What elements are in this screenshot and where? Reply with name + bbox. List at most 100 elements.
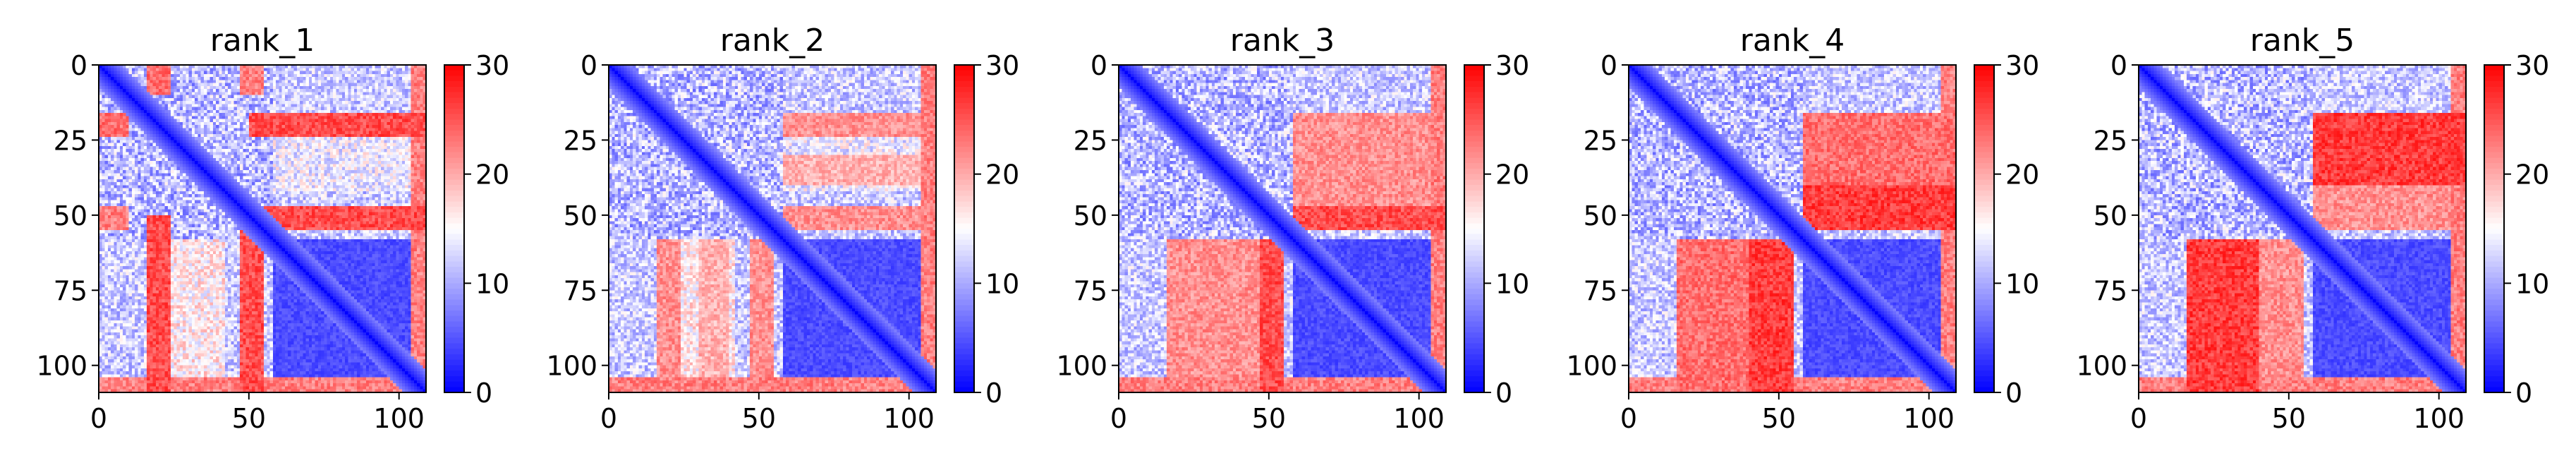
heatmap-cell (264, 107, 267, 111)
heatmap-cell (234, 89, 238, 92)
heatmap-cell (312, 95, 315, 99)
heatmap-cell (240, 107, 243, 111)
heatmap-cell (105, 110, 109, 114)
heatmap-cell (108, 71, 111, 75)
heatmap-cell (297, 107, 300, 111)
heatmap-cell (132, 110, 135, 114)
heatmap-cell (354, 80, 358, 83)
heatmap-cell (168, 101, 171, 104)
heatmap-cell (120, 83, 123, 87)
heatmap-cell (168, 74, 171, 78)
heatmap-cell (390, 92, 394, 95)
heatmap-cell (234, 86, 238, 90)
heatmap-cell (174, 74, 177, 78)
heatmap-cell (270, 107, 274, 111)
heatmap-cell (165, 71, 169, 75)
heatmap-cell (171, 107, 174, 111)
heatmap-cell (243, 77, 246, 80)
heatmap-cell (180, 74, 183, 78)
heatmap-cell (354, 98, 358, 102)
heatmap-cell (336, 83, 339, 87)
heatmap-cell (198, 83, 201, 87)
heatmap-cell (387, 74, 391, 78)
heatmap-cell (384, 83, 387, 87)
heatmap-cell (267, 77, 270, 80)
heatmap-cell (285, 74, 288, 78)
heatmap-cell (279, 77, 282, 80)
heatmap-cell (297, 74, 300, 78)
heatmap-cell (306, 107, 310, 111)
heatmap-cell (324, 83, 327, 87)
heatmap-cell (285, 101, 288, 104)
heatmap-cell (228, 68, 231, 71)
heatmap-cell (405, 71, 408, 75)
heatmap-cell (339, 92, 343, 95)
heatmap-cell (300, 68, 303, 71)
heatmap-cell (279, 86, 282, 90)
heatmap-cell (357, 89, 360, 92)
heatmap-cell (267, 98, 270, 102)
heatmap-cell (138, 86, 141, 90)
heatmap-cell (216, 86, 219, 90)
heatmap-cell (201, 89, 205, 92)
heatmap-cell (282, 110, 286, 114)
heatmap-cell (222, 110, 226, 114)
heatmap-cell (387, 101, 391, 104)
heatmap-cell (315, 80, 319, 83)
heatmap-cell (108, 68, 111, 71)
heatmap-cell (243, 95, 246, 99)
heatmap-cell (234, 68, 238, 71)
heatmap-cell (147, 110, 150, 114)
heatmap-cell (144, 71, 147, 75)
heatmap-cell (339, 89, 343, 92)
heatmap-cell (138, 68, 141, 71)
heatmap-cell (201, 68, 205, 71)
heatmap-cell (132, 98, 135, 102)
heatmap-cell (342, 113, 346, 116)
heatmap-cell (363, 104, 367, 107)
heatmap-cell (141, 83, 145, 87)
heatmap-cell (183, 80, 186, 83)
heatmap-cell (129, 113, 133, 116)
heatmap-cell (213, 101, 217, 104)
heatmap-cell (234, 104, 238, 107)
heatmap-cell (123, 95, 126, 99)
heatmap-cell (165, 110, 169, 114)
heatmap-cell (315, 98, 319, 102)
heatmap-cell (114, 71, 117, 75)
heatmap-cell (147, 83, 150, 87)
heatmap-cell (192, 71, 195, 75)
heatmap-cell (390, 95, 394, 99)
heatmap-cell (264, 89, 267, 92)
heatmap-cell (204, 107, 207, 111)
heatmap-cell (387, 110, 391, 114)
heatmap-cell (309, 80, 312, 83)
heatmap-cell (384, 104, 387, 107)
heatmap-cell (195, 92, 198, 95)
heatmap-cell (105, 113, 109, 116)
heatmap-cell (300, 113, 303, 116)
heatmap-cell (393, 68, 396, 71)
heatmap-cell (246, 104, 250, 107)
heatmap-cell (357, 68, 360, 71)
heatmap-cell (231, 110, 234, 114)
heatmap-cell (252, 95, 255, 99)
heatmap-cell (228, 71, 231, 75)
heatmap-cell (306, 113, 310, 116)
heatmap-cell (225, 77, 229, 80)
heatmap-cell (312, 107, 315, 111)
heatmap-cell (393, 110, 396, 114)
heatmap-cell (276, 113, 279, 116)
heatmap-cell (192, 107, 195, 111)
heatmap-cell (381, 83, 384, 87)
heatmap-cell (279, 113, 282, 116)
heatmap-cell (132, 68, 135, 71)
heatmap-cell (141, 104, 145, 107)
heatmap-cell (285, 83, 288, 87)
heatmap-cell (372, 83, 375, 87)
heatmap-cell (282, 68, 286, 71)
heatmap-cell (186, 68, 189, 71)
heatmap-cell (345, 92, 348, 95)
heatmap-cell (141, 113, 145, 116)
